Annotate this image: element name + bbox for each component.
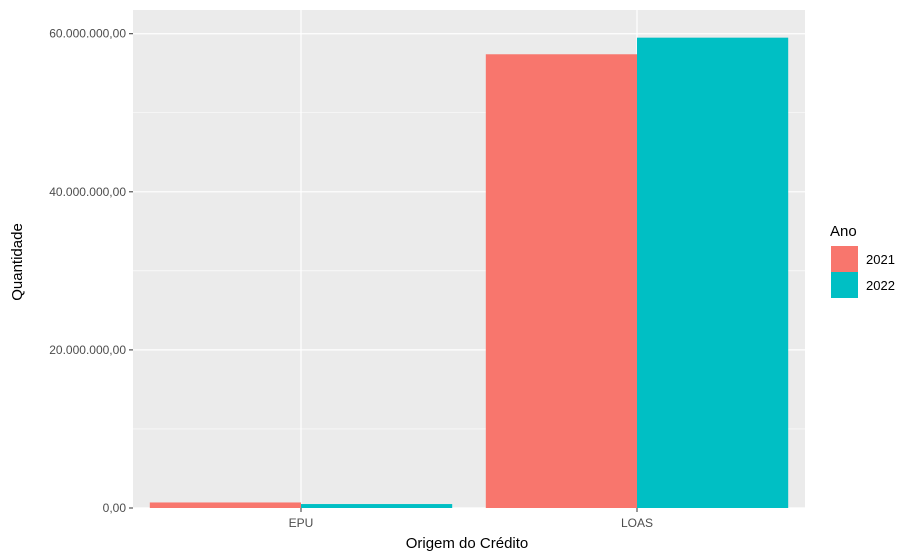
y-tick-label: 20.000.000,00 bbox=[49, 343, 126, 357]
bar-epu-2021 bbox=[149, 502, 301, 508]
y-axis-title: Quantidade bbox=[9, 223, 26, 301]
x-tick-label: LOAS bbox=[621, 516, 653, 530]
legend-key-2022 bbox=[831, 272, 858, 298]
x-axis-ticks: EPU LOAS bbox=[289, 508, 653, 530]
bar-epu-2022 bbox=[301, 504, 453, 508]
y-axis-ticks: 0,00 20.000.000,00 40.000.000,00 60.000.000… bbox=[49, 27, 133, 515]
y-tick-label: 0,00 bbox=[103, 501, 127, 515]
bar-loas-2022 bbox=[637, 37, 789, 509]
legend-label-2021: 2021 bbox=[866, 252, 895, 267]
legend-title: Ano bbox=[830, 223, 857, 240]
x-axis-title: Origem do Crédito bbox=[406, 535, 529, 552]
legend-key-2021 bbox=[831, 246, 858, 272]
legend: Ano 2021 2022 bbox=[830, 223, 895, 298]
x-tick-label: EPU bbox=[289, 516, 314, 530]
y-tick-label: 60.000.000,00 bbox=[49, 27, 126, 41]
bar-loas-2021 bbox=[485, 54, 637, 509]
legend-items: 2021 2022 bbox=[831, 246, 895, 298]
legend-label-2022: 2022 bbox=[866, 278, 895, 293]
bars bbox=[149, 37, 789, 509]
y-tick-label: 40.000.000,00 bbox=[49, 185, 126, 199]
